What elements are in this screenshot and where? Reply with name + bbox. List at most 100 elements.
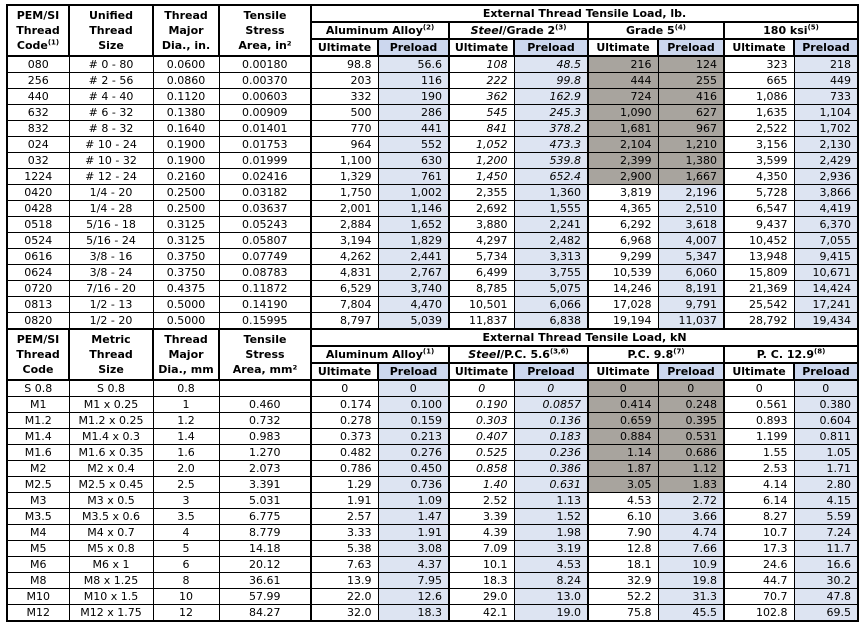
load-cell: 0.482 [310, 444, 379, 461]
load-cell: 4.53 [513, 556, 589, 573]
group-header-text: P.C. 9.8 [627, 348, 674, 361]
cell-dia: 0.3750 [152, 248, 220, 265]
cell-size: M12 x 1.75 [68, 604, 154, 622]
load-cell: 964 [310, 136, 379, 153]
cell-code: 1224 [6, 168, 70, 185]
load-cell: 1,681 [587, 120, 659, 137]
ultimate-header: Ultimate [587, 362, 659, 381]
table-row: 0524 5/16 - 24 0.3125 0.05807 3,194 1,829 4,29… [6, 232, 859, 249]
ultimate-header: Ultimate [310, 362, 379, 381]
column-header-line: Major [155, 23, 217, 38]
cell-code: S 0.8 [6, 379, 70, 397]
cell-dia: 0.3125 [152, 216, 220, 233]
load-cell: 10,452 [723, 232, 795, 249]
load-cell: 222 [448, 72, 515, 89]
load-cell: 1,329 [310, 168, 379, 185]
load-cell: 16.6 [793, 556, 859, 573]
load-cell: 17,028 [587, 296, 659, 313]
table-row: M1.2 M1.2 x 0.25 1.2 0.732 0.278 0.159 0.303 0.… [6, 412, 859, 429]
cell-area: 57.99 [218, 588, 312, 605]
load-cell: 25,542 [723, 296, 795, 313]
load-cell: 6,529 [310, 280, 379, 297]
load-cell: 1,635 [723, 104, 795, 121]
column-header-line: Major [155, 347, 217, 362]
preload-header: Preload [793, 38, 859, 57]
load-cell: 13.0 [513, 588, 589, 605]
load-cell: 0.604 [793, 412, 859, 429]
column-header: Metric Thread Size [68, 328, 154, 381]
load-cell: 70.7 [723, 588, 795, 605]
cell-dia: 5 [152, 540, 220, 557]
cell-dia: 0.2500 [152, 184, 220, 201]
column-header-text: Code [16, 39, 48, 52]
header-row: PEM/SI Thread Code Metric Thread Size Thread Ma… [6, 328, 859, 381]
cell-size: 1/2 - 20 [68, 312, 154, 330]
cell-size: # 0 - 80 [68, 55, 154, 73]
cell-area: 0.03182 [218, 184, 312, 201]
load-cell: 0.395 [657, 412, 725, 429]
cell-size: # 4 - 40 [68, 88, 154, 105]
group-header: Aluminum Alloy(1) [310, 345, 450, 364]
load-cell: 32.0 [310, 604, 379, 622]
table-row: 1224 # 12 - 24 0.2160 0.02416 1,329 761 1,450 6… [6, 168, 859, 185]
load-cell: 2,936 [793, 168, 859, 185]
column-header-line: Thread [71, 23, 151, 38]
cell-area: 6.775 [218, 508, 312, 525]
column-header-text: Thread [89, 348, 133, 361]
load-cell: 8,797 [310, 312, 379, 330]
load-cell: 28,792 [723, 312, 795, 330]
column-header-text: Code [22, 363, 54, 376]
load-cell: 69.5 [793, 604, 859, 622]
cell-code: 256 [6, 72, 70, 89]
load-cell: 500 [310, 104, 379, 121]
load-cell: 0.407 [448, 428, 515, 445]
cell-size: # 2 - 56 [68, 72, 154, 89]
load-cell: 10.7 [723, 524, 795, 541]
load-cell: 0.190 [448, 396, 515, 413]
load-cell: 7.09 [448, 540, 515, 557]
table-row: M3 M3 x 0.5 3 5.031 1.91 1.09 2.52 1.13 4.53 2.72… [6, 492, 859, 509]
cell-size: 3/8 - 16 [68, 248, 154, 265]
column-header-line: Unified [71, 8, 151, 23]
load-cell: 14,424 [793, 280, 859, 297]
column-header: PEM/SI Thread Code(1) [6, 4, 70, 57]
load-cell: 1,450 [448, 168, 515, 185]
load-cell: 47.8 [793, 588, 859, 605]
cell-code: 440 [6, 88, 70, 105]
load-cell: 1.55 [723, 444, 795, 461]
load-cell: 52.2 [587, 588, 659, 605]
cell-size: M4 x 0.7 [68, 524, 154, 541]
load-cell: 1,555 [513, 200, 589, 217]
cell-dia: 3.5 [152, 508, 220, 525]
load-cell: 1,090 [587, 104, 659, 121]
load-cell: 1.12 [657, 460, 725, 477]
load-cell: 449 [793, 72, 859, 89]
cell-dia: 0.1380 [152, 104, 220, 121]
group-header-text: P. C. 12.9 [756, 348, 814, 361]
table-row: M6 M6 x 1 6 20.12 7.63 4.37 10.1 4.53 18.1 10.9 24… [6, 556, 859, 573]
cell-code: 0813 [6, 296, 70, 313]
load-cell: 770 [310, 120, 379, 137]
load-cell: 0.450 [377, 460, 450, 477]
group-header: Aluminum Alloy(2) [310, 21, 450, 40]
load-cell: 1.13 [513, 492, 589, 509]
column-header-text: Thread [164, 333, 208, 346]
load-cell: 5,075 [513, 280, 589, 297]
cell-dia: 6 [152, 556, 220, 573]
cell-dia: 10 [152, 588, 220, 605]
load-cell: 13.9 [310, 572, 379, 589]
load-cell: 21,369 [723, 280, 795, 297]
cell-code: M4 [6, 524, 70, 541]
load-cell: 6,968 [587, 232, 659, 249]
load-cell: 1.47 [377, 508, 450, 525]
cell-dia: 1.6 [152, 444, 220, 461]
cell-area: 2.073 [218, 460, 312, 477]
column-header-text: Thread [16, 348, 60, 361]
load-cell: 3.66 [657, 508, 725, 525]
column-header: Thread Major Dia., mm [152, 328, 220, 381]
load-cell: 0.183 [513, 428, 589, 445]
load-cell: 10,671 [793, 264, 859, 281]
load-cell: 1.98 [513, 524, 589, 541]
load-cell: 0 [657, 379, 725, 397]
load-cell: 0.248 [657, 396, 725, 413]
